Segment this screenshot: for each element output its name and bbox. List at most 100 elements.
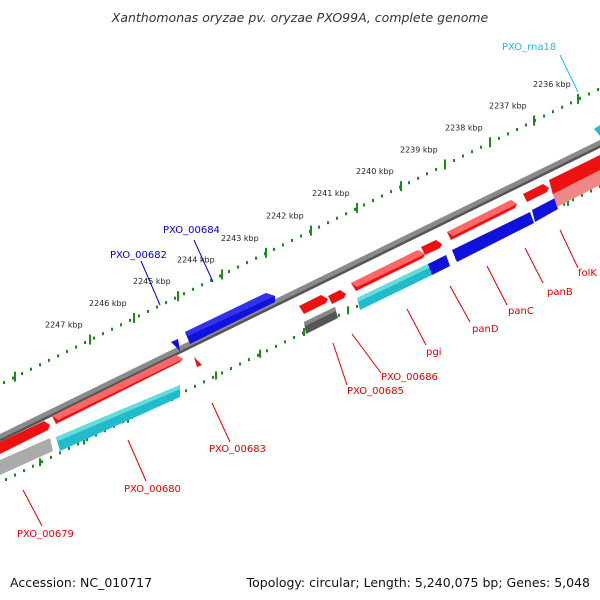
ruler-dot bbox=[165, 301, 167, 305]
leader-lines bbox=[22, 54, 579, 527]
lower-track-dot bbox=[581, 193, 583, 197]
lower-track-dot bbox=[50, 455, 52, 459]
ruler-dot bbox=[57, 354, 59, 358]
label-pand[interactable]: panD bbox=[472, 324, 499, 335]
ruler-dot bbox=[516, 127, 518, 131]
ruler-dot bbox=[336, 216, 338, 220]
gene-pxo-00683-arrow[interactable] bbox=[194, 357, 202, 367]
label-folk[interactable]: folK bbox=[578, 268, 597, 279]
lower-track-dot bbox=[275, 344, 277, 348]
gene-pgi-arrow[interactable] bbox=[328, 290, 346, 304]
ruler-dot bbox=[48, 358, 50, 362]
lower-track-dot bbox=[95, 433, 97, 437]
ruler-dot bbox=[363, 203, 365, 207]
ruler-dot bbox=[426, 172, 428, 176]
ruler-dot bbox=[417, 176, 419, 180]
ruler-dot bbox=[471, 150, 473, 154]
gene-pxo-00679-arrow[interactable] bbox=[0, 421, 50, 454]
ruler-dot bbox=[597, 87, 599, 91]
accession-text: Accession: NC_010717 bbox=[10, 575, 153, 590]
lower-track-dot bbox=[194, 384, 196, 388]
ruler-tick-label: 2246 kbp bbox=[89, 299, 127, 308]
label-pxo-00685[interactable]: PXO_00685 bbox=[347, 386, 404, 397]
label-pxo-00679[interactable]: PXO_00679 bbox=[17, 529, 74, 540]
ruler-dot bbox=[39, 363, 41, 367]
ruler-dot bbox=[507, 132, 509, 136]
gene-pxo-00686-arrow[interactable] bbox=[299, 295, 328, 314]
ruler-dot bbox=[345, 212, 347, 216]
ruler-dot bbox=[579, 96, 581, 100]
lower-track-dot bbox=[284, 340, 286, 344]
rna-pxo-rna18-arrow[interactable] bbox=[594, 125, 600, 136]
label-pxo-00686[interactable]: PXO_00686 bbox=[381, 372, 438, 383]
lower-track-dot bbox=[41, 460, 43, 464]
ruler-dot bbox=[147, 309, 149, 313]
ruler-dot bbox=[66, 349, 68, 353]
cds-blue-long[interactable] bbox=[452, 212, 534, 262]
ruler-dot bbox=[102, 332, 104, 336]
ruler-dot bbox=[246, 261, 248, 265]
label-pxo-00683[interactable]: PXO_00683 bbox=[209, 444, 266, 455]
ruler-major-ticks bbox=[14, 93, 579, 382]
ruler-tick-label: 2239 kbp bbox=[400, 145, 438, 154]
ruler-dot bbox=[372, 198, 374, 202]
lower-track-dot bbox=[32, 464, 34, 468]
gene-grey-left-bar[interactable] bbox=[0, 438, 53, 475]
lower-track-dot bbox=[212, 375, 214, 379]
ruler-dot bbox=[552, 110, 554, 114]
lower-track-dot bbox=[239, 362, 241, 366]
label-panc[interactable]: panC bbox=[508, 306, 534, 317]
lower-track-dot bbox=[5, 478, 7, 482]
ruler-dot bbox=[255, 256, 257, 260]
ruler-dot bbox=[318, 225, 320, 229]
lower-track-dot bbox=[59, 451, 61, 455]
label-pxo-00680[interactable]: PXO_00680 bbox=[124, 484, 181, 495]
ruler-dot bbox=[201, 283, 203, 287]
lower-track-dot bbox=[14, 473, 16, 477]
lower-track-dot bbox=[221, 371, 223, 375]
ruler-dot bbox=[129, 318, 131, 322]
ruler-labels: 2236 kbp 2237 kbp 2238 kbp 2239 kbp 2240 kbp… bbox=[45, 80, 571, 330]
ruler-dot bbox=[237, 265, 239, 269]
gene-panc-arrow[interactable] bbox=[421, 240, 442, 255]
ruler-dotted-track bbox=[3, 87, 599, 385]
ruler-dot bbox=[174, 296, 176, 300]
label-pgi[interactable]: pgi bbox=[426, 347, 441, 358]
ruler-tick-label: 2247 kbp bbox=[45, 321, 83, 330]
ruler-tick-label: 2242 kbp bbox=[266, 212, 304, 221]
label-pxo-00684[interactable]: PXO_00684 bbox=[163, 225, 220, 236]
ruler-dot bbox=[327, 221, 329, 225]
ruler-dot bbox=[111, 327, 113, 331]
label-panb[interactable]: panB bbox=[547, 287, 573, 298]
lower-track-dot bbox=[590, 189, 592, 193]
ruler-tick-label: 2245 kbp bbox=[133, 277, 171, 286]
ruler-dot bbox=[138, 314, 140, 318]
label-pxo-rna18[interactable]: PXO_rna18 bbox=[502, 42, 556, 53]
cds-blue-small-a[interactable] bbox=[428, 255, 450, 275]
ruler-tick-label: 2237 kbp bbox=[489, 102, 527, 111]
ruler-dot bbox=[3, 381, 5, 385]
label-pxo-00682[interactable]: PXO_00682 bbox=[110, 250, 167, 261]
ruler-dot bbox=[291, 238, 293, 242]
ruler-tick-label: 2236 kbp bbox=[533, 80, 571, 89]
lower-track-dot bbox=[563, 202, 565, 206]
gene-pxo-00682-arrow[interactable] bbox=[171, 339, 180, 351]
ruler-tick-label: 2241 kbp bbox=[312, 189, 350, 198]
lower-track-dot bbox=[356, 304, 358, 308]
ruler-dot bbox=[93, 336, 95, 340]
ruler-dot bbox=[120, 323, 122, 327]
gene-pink-right-bar[interactable] bbox=[553, 170, 600, 207]
ruler-dot bbox=[570, 101, 572, 105]
ruler-dot bbox=[192, 287, 194, 291]
gene-right-edge-arrow[interactable] bbox=[549, 155, 600, 195]
gene-folk-arrow[interactable] bbox=[523, 184, 549, 202]
ruler-dot bbox=[435, 167, 437, 171]
feature-shapes bbox=[0, 125, 600, 475]
ruler-dot bbox=[219, 274, 221, 278]
lower-track-dot bbox=[77, 442, 79, 446]
ruler-dot bbox=[183, 292, 185, 296]
ruler-dot bbox=[462, 154, 464, 158]
cds-blue-small-b[interactable] bbox=[532, 198, 558, 222]
ruler-dot bbox=[12, 376, 14, 380]
